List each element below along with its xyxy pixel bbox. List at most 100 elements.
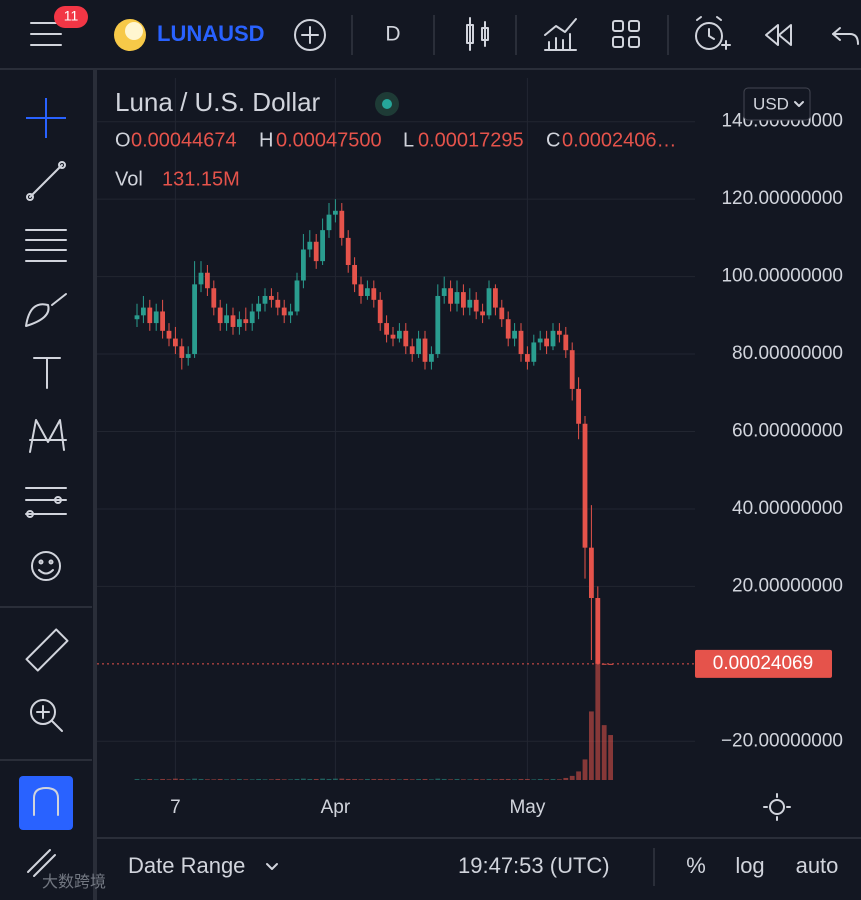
candle-body	[160, 311, 165, 331]
candle-body	[153, 311, 159, 324]
log-toggle[interactable]: log	[735, 853, 764, 878]
volume-bar	[185, 779, 191, 780]
volume-bar	[288, 779, 293, 780]
clock: 19:47:53 (UTC)	[458, 853, 610, 878]
undo-icon[interactable]	[832, 27, 859, 45]
pencil-tool[interactable]	[27, 849, 56, 877]
add-symbol[interactable]	[294, 19, 326, 51]
candle-body	[448, 288, 453, 304]
last-price-label: 0.00024069	[713, 653, 813, 674]
x-tick-label: 7	[170, 797, 181, 818]
candle-body	[473, 299, 479, 312]
candle-body	[512, 330, 517, 339]
y-tick-label: −20.00000000	[721, 730, 843, 751]
volume-bar	[467, 779, 473, 780]
legend-value: 0.00044674	[131, 129, 237, 151]
percent-toggle[interactable]: %	[686, 853, 706, 878]
candle-body	[377, 299, 383, 324]
symbol[interactable]: LUNAUSD	[157, 21, 265, 46]
candle-body	[537, 338, 543, 343]
candle-body	[173, 338, 178, 347]
volume-bar	[595, 660, 601, 780]
volume-bar	[173, 778, 178, 780]
candle-body	[563, 334, 569, 351]
settings-icon[interactable]	[763, 793, 791, 821]
candle-body	[397, 330, 402, 339]
fib-tool[interactable]	[25, 229, 67, 262]
volume-bar	[377, 778, 383, 780]
volume-bar	[531, 779, 537, 780]
volume-bar	[557, 779, 562, 780]
candle-body	[461, 292, 466, 308]
candle-body	[365, 288, 370, 296]
candle-body	[275, 299, 281, 308]
layout-icon[interactable]	[612, 20, 640, 48]
volume-bar	[493, 779, 498, 780]
legend-value: 0.00017295	[418, 129, 524, 151]
candle-body	[320, 230, 325, 262]
volume-bar	[435, 778, 441, 780]
volume-bar	[390, 778, 396, 780]
volume-bar	[153, 779, 159, 780]
forecast-tool[interactable]	[25, 487, 67, 518]
volume-bar	[480, 779, 485, 780]
candle-body	[429, 354, 434, 362]
badge	[54, 6, 88, 28]
volume-bar	[550, 778, 556, 780]
candle-body	[205, 272, 210, 289]
volume-bar	[582, 759, 588, 780]
candle-body	[256, 303, 261, 312]
candle-body	[531, 342, 537, 362]
volume-bar	[473, 778, 479, 780]
interval[interactable]: D	[385, 23, 400, 46]
legend-label: O	[115, 129, 131, 151]
volume-bar	[371, 778, 377, 780]
currency-button[interactable]	[743, 87, 811, 121]
candle-body	[608, 663, 613, 665]
crosshair-tool[interactable]	[26, 98, 66, 138]
alert-icon[interactable]	[695, 16, 731, 50]
ruler-tool[interactable]	[25, 628, 69, 672]
trend-line-tool[interactable]	[26, 161, 66, 201]
brush-tool[interactable]	[25, 293, 67, 327]
volume-bar	[365, 778, 370, 780]
candle-body	[281, 307, 287, 316]
legend-value: 0.00047500	[276, 129, 382, 151]
legend-value: 0.0002406…	[562, 129, 677, 151]
replay-icon[interactable]	[765, 24, 792, 46]
volume-bar	[243, 779, 249, 780]
emoji-tool[interactable]	[31, 551, 61, 581]
x-tick-label: Apr	[321, 797, 351, 818]
chevron	[266, 863, 278, 870]
candle-body	[416, 338, 421, 355]
watermark: 大数跨境	[42, 872, 106, 891]
text-tool[interactable]	[33, 357, 61, 389]
volume-bar	[339, 778, 345, 780]
candle-body	[237, 319, 242, 327]
pattern-tool[interactable]	[29, 419, 67, 453]
candle-body	[525, 354, 530, 362]
x-tick-label: May	[509, 797, 545, 818]
candle-body	[589, 547, 594, 599]
volume-bar	[569, 775, 575, 780]
volume-bar	[320, 778, 325, 780]
candle-body	[454, 292, 460, 304]
candle-body	[371, 288, 377, 300]
auto-toggle[interactable]: auto	[796, 853, 839, 878]
y-tick-label: 80.00000000	[732, 343, 843, 364]
volume-bar	[454, 778, 460, 780]
candle-body	[134, 315, 140, 320]
zoom-tool[interactable]	[30, 699, 63, 732]
volume-bar	[224, 779, 229, 780]
volume-bar	[269, 779, 274, 780]
candle-body	[486, 288, 492, 316]
chart-title: Luna / U.S. Dollar	[115, 87, 321, 117]
magnet-tool[interactable]	[19, 776, 73, 830]
candle-body	[301, 249, 306, 281]
y-tick-label: 120.00000000	[721, 188, 843, 209]
chart-type-icon[interactable]	[466, 17, 489, 51]
indicators-icon[interactable]	[544, 18, 577, 51]
candle-body	[345, 237, 351, 265]
date-range[interactable]: Date Range	[128, 853, 245, 878]
